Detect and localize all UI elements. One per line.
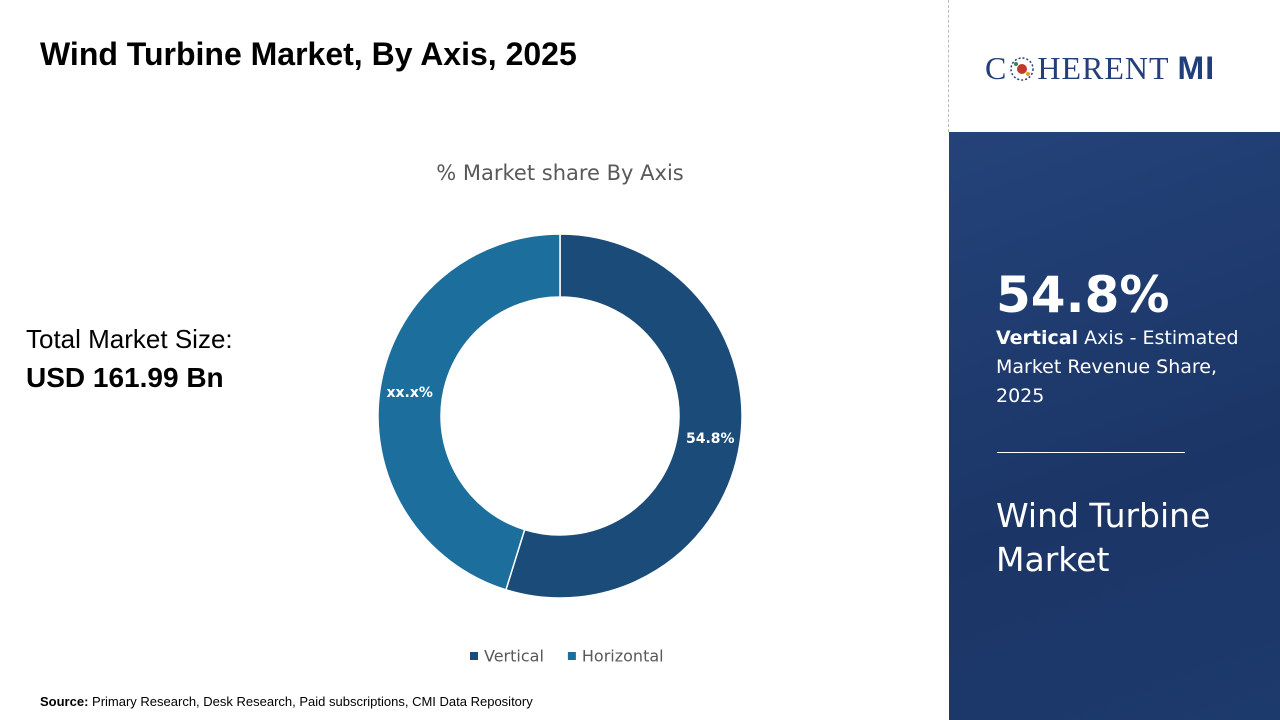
- logo: C HERENT MI: [985, 50, 1215, 87]
- chart: % Market share By Axis 54.8% xx.x% Vertica…: [377, 161, 743, 666]
- data-label: 54.8%: [686, 431, 735, 447]
- highlight-description: Axis - Estimated Market Revenue Share, 2…: [996, 327, 1239, 407]
- source-label: Source:: [40, 694, 89, 709]
- source: Source: Primary Research, Desk Research,…: [40, 694, 533, 709]
- side-panel: [949, 132, 1280, 720]
- divider: [948, 0, 949, 132]
- market-size-value: USD 161.99 Bn: [26, 362, 224, 393]
- logo-text: HERENT: [1037, 50, 1170, 86]
- panel-title: Wind Turbine Market: [996, 496, 1211, 579]
- highlight-segment: Vertical: [996, 327, 1079, 349]
- market-size-label: Total Market Size:: [26, 324, 233, 354]
- data-label: xx.x%: [387, 385, 433, 401]
- source-text: Primary Research, Desk Research, Paid su…: [92, 694, 533, 709]
- logo-area: [949, 0, 1280, 132]
- legend-label: Horizontal: [582, 647, 664, 666]
- legend-swatch: [567, 652, 576, 660]
- page-title: Wind Turbine Market, By Axis, 2025: [40, 36, 577, 72]
- highlight-text: Vertical Axis - Estimated Market Revenue…: [996, 324, 1246, 411]
- legend-label: Vertical: [484, 647, 544, 666]
- separator: [997, 452, 1185, 453]
- logo-globe: [1010, 56, 1035, 81]
- logo-brand: MI: [1177, 50, 1216, 86]
- donut-segment: [377, 233, 561, 591]
- chart-title: % Market share By Axis: [436, 161, 683, 185]
- highlight-value: 54.8%: [996, 266, 1170, 324]
- legend-swatch: [470, 652, 478, 660]
- donut-segment: [504, 233, 743, 599]
- logo-text: C: [985, 50, 1008, 86]
